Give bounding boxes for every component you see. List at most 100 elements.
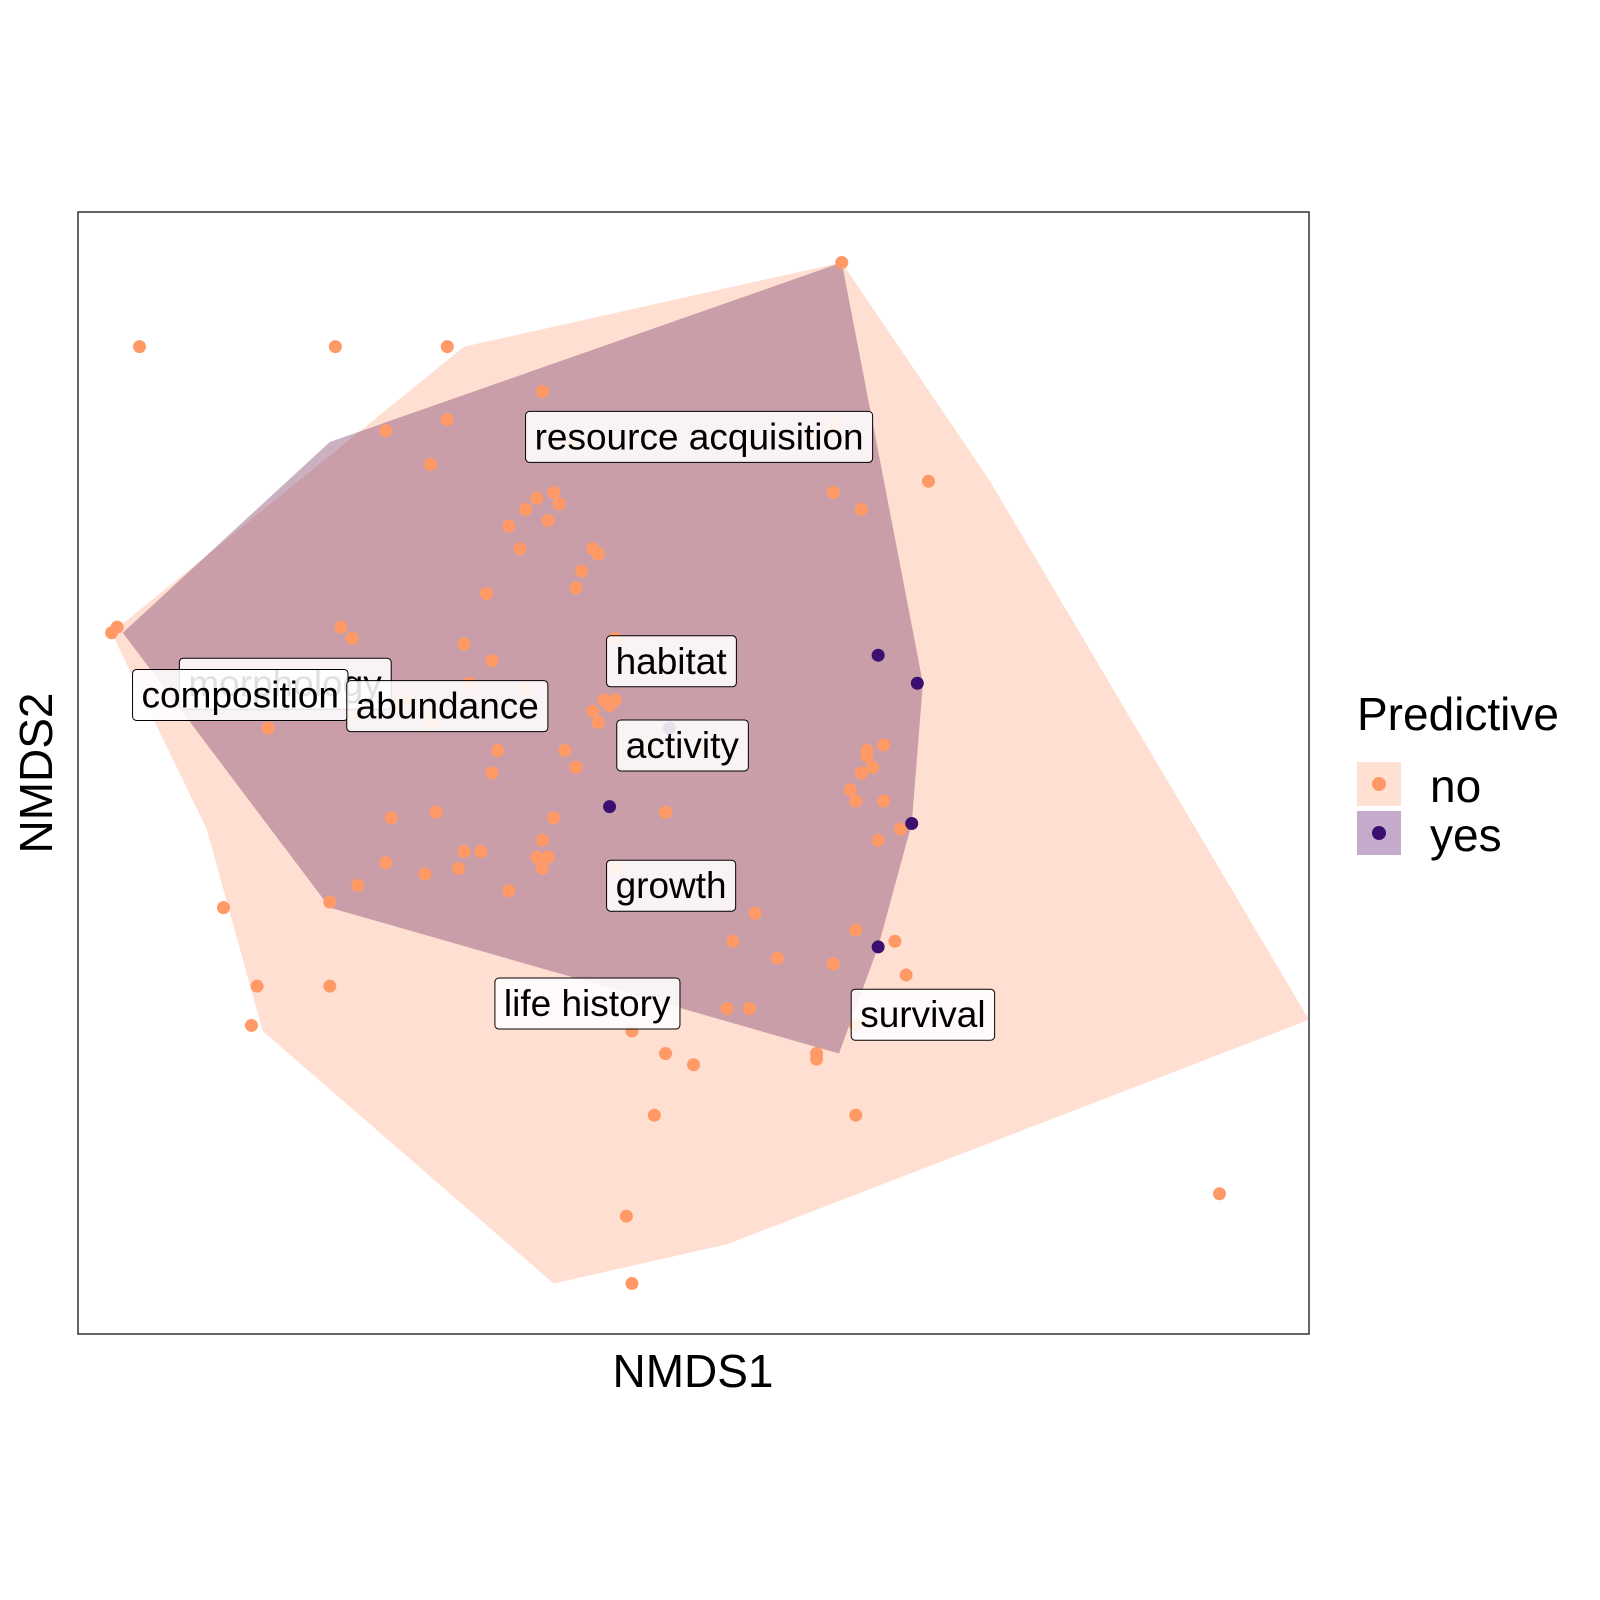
annotation-label: resource acquisition bbox=[525, 410, 874, 463]
point-no bbox=[849, 794, 863, 808]
point-no bbox=[535, 833, 549, 847]
point-no bbox=[843, 783, 857, 797]
point-no bbox=[351, 878, 365, 892]
point-no bbox=[244, 1018, 258, 1032]
annotation-text: life history bbox=[504, 983, 671, 1024]
annotation-box bbox=[850, 988, 996, 1041]
point-no bbox=[810, 1052, 824, 1066]
legend-label-no: no bbox=[1430, 760, 1481, 812]
point-no bbox=[479, 586, 493, 600]
annotation-text: abundance bbox=[356, 686, 539, 727]
annotation-box bbox=[346, 680, 549, 733]
point-no bbox=[860, 749, 874, 763]
legend-marker-no bbox=[1372, 777, 1386, 791]
legend-label-yes: yes bbox=[1430, 809, 1502, 861]
x-axis-title: NMDS1 bbox=[612, 1345, 773, 1397]
point-no bbox=[519, 502, 533, 516]
legend-marker-yes bbox=[1372, 826, 1386, 840]
point-no bbox=[687, 1058, 700, 1072]
point-no bbox=[323, 979, 337, 993]
point-no bbox=[871, 833, 885, 847]
point-no bbox=[1212, 1187, 1226, 1201]
point-no bbox=[849, 923, 863, 937]
point-no bbox=[457, 845, 471, 859]
point-no bbox=[133, 340, 147, 354]
annotation-box bbox=[606, 635, 737, 688]
point-no bbox=[530, 850, 544, 864]
panel-border bbox=[77, 211, 1310, 1335]
annotation-box bbox=[606, 859, 737, 912]
point-no bbox=[491, 744, 505, 758]
annotation-text: survival bbox=[860, 994, 985, 1035]
hull-no bbox=[111, 262, 1309, 1284]
point-no bbox=[535, 861, 549, 875]
point-no bbox=[440, 340, 454, 354]
annotation-label: composition bbox=[132, 668, 349, 721]
point-no bbox=[625, 1277, 639, 1291]
annotation-text: composition bbox=[142, 674, 339, 715]
point-yes bbox=[905, 816, 919, 830]
point-no bbox=[899, 968, 913, 982]
annotation-text: resource acquisition bbox=[535, 416, 864, 457]
point-no bbox=[547, 486, 561, 499]
annotation-box bbox=[525, 410, 874, 463]
point-no bbox=[379, 424, 393, 438]
point-no bbox=[877, 794, 891, 808]
annotation-text: activity bbox=[626, 725, 740, 766]
point-no bbox=[659, 1047, 673, 1060]
annotation-label: abundance bbox=[346, 680, 549, 733]
point-no bbox=[558, 744, 572, 758]
point-no bbox=[748, 906, 762, 920]
point-no bbox=[502, 884, 516, 898]
point-no bbox=[334, 620, 348, 634]
point-yes bbox=[871, 648, 885, 662]
label-layer: resource acquisitionhabitatmorphologycom… bbox=[132, 410, 996, 1041]
point-no bbox=[877, 738, 891, 752]
annotation-box bbox=[616, 719, 749, 772]
point-no bbox=[541, 850, 555, 864]
point-no bbox=[866, 760, 880, 774]
point-no bbox=[826, 486, 840, 499]
point-no bbox=[647, 1108, 661, 1122]
point-no bbox=[474, 845, 488, 859]
point-no bbox=[569, 581, 583, 595]
point-no bbox=[384, 811, 398, 825]
point-yes bbox=[603, 800, 617, 814]
point-no bbox=[485, 766, 499, 780]
point-no bbox=[894, 822, 908, 836]
annotation-label: growth bbox=[606, 859, 737, 912]
point-no bbox=[569, 760, 583, 774]
point-no bbox=[216, 901, 230, 915]
point-no bbox=[591, 716, 605, 730]
point-no bbox=[720, 1002, 734, 1016]
point-no bbox=[379, 856, 393, 870]
point-no bbox=[502, 519, 516, 533]
point-no bbox=[250, 979, 264, 993]
point-no bbox=[440, 413, 454, 427]
point-no bbox=[552, 497, 566, 511]
point-no bbox=[575, 564, 589, 578]
point-no bbox=[513, 542, 527, 556]
point-yes bbox=[871, 940, 885, 954]
point-no bbox=[835, 255, 849, 269]
point-no bbox=[535, 385, 549, 399]
point-no bbox=[424, 457, 438, 471]
legend: Predictive no yes bbox=[1357, 688, 1559, 861]
annotation-text: growth bbox=[616, 865, 727, 906]
point-no bbox=[451, 861, 465, 875]
point-no bbox=[597, 693, 611, 707]
point-no bbox=[530, 491, 544, 505]
point-no bbox=[323, 895, 337, 909]
annotation-box bbox=[494, 977, 681, 1030]
point-no bbox=[418, 867, 432, 881]
point-no bbox=[659, 805, 673, 819]
y-axis-title: NMDS2 bbox=[10, 692, 62, 853]
point-no bbox=[586, 704, 600, 718]
annotation-label: activity bbox=[616, 719, 749, 772]
point-no bbox=[261, 721, 275, 735]
point-no bbox=[770, 951, 784, 965]
point-no bbox=[922, 474, 936, 488]
point-no bbox=[547, 811, 561, 825]
point-yes bbox=[910, 676, 924, 690]
annotation-label: life history bbox=[494, 977, 681, 1030]
